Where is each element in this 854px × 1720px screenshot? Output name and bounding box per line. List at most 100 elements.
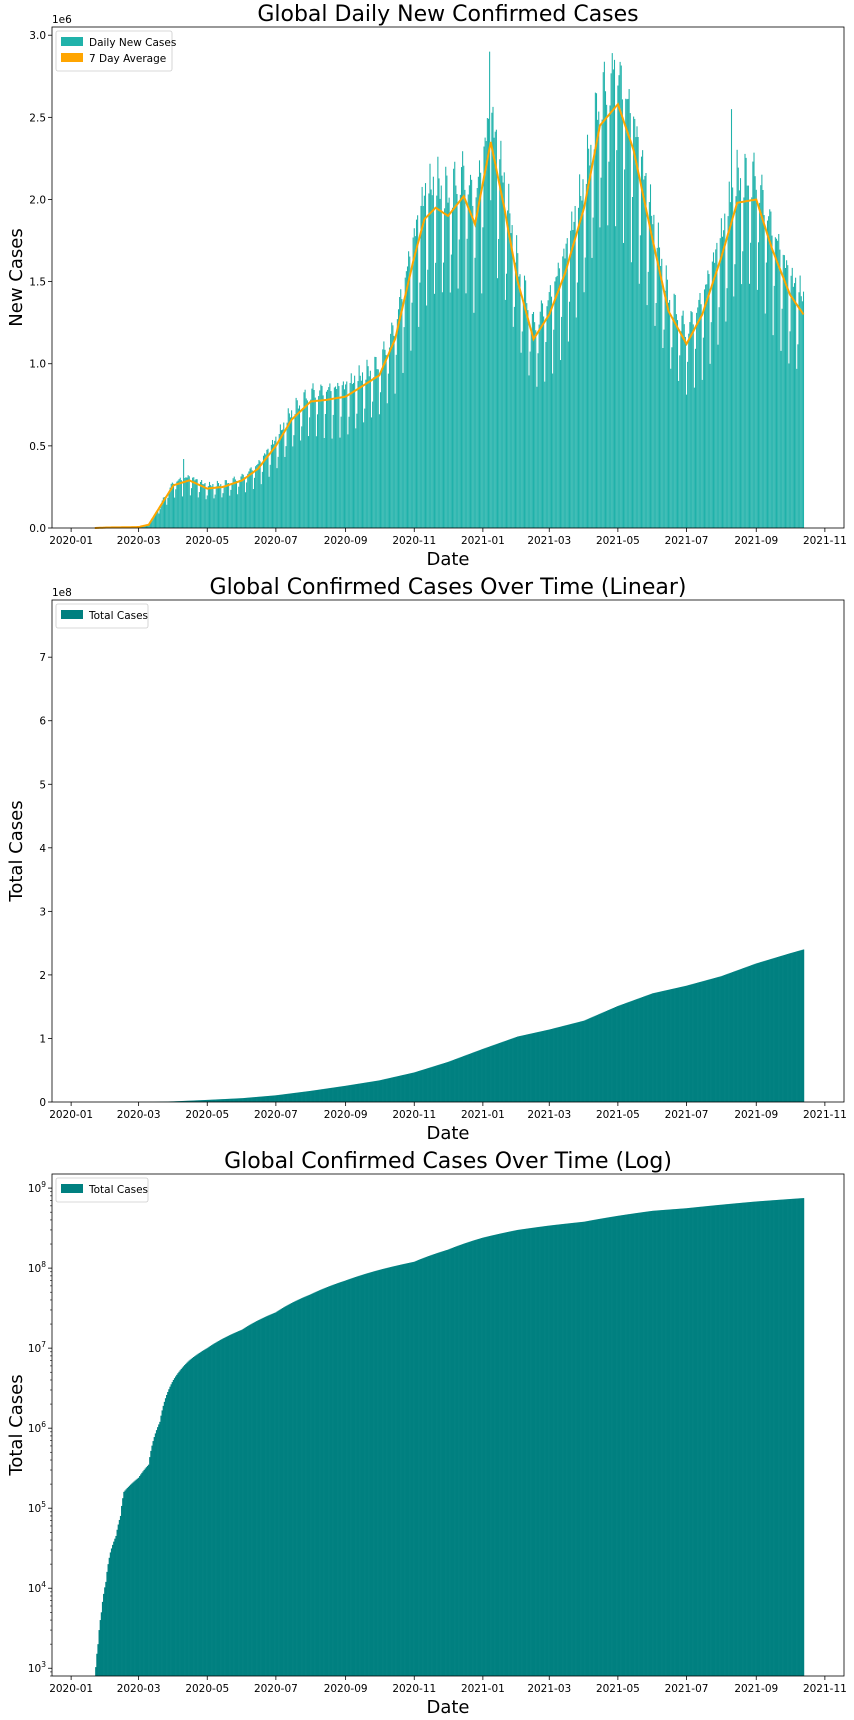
bar <box>535 1227 537 1676</box>
bar <box>99 1620 102 1676</box>
bar <box>780 956 782 1102</box>
bar <box>147 524 149 528</box>
bar <box>285 446 287 528</box>
bar <box>707 270 709 528</box>
bar <box>701 1206 703 1676</box>
bar <box>687 361 689 528</box>
bar <box>702 1206 705 1676</box>
bar <box>238 1098 240 1102</box>
bar <box>431 195 433 528</box>
y-tick-label: 2 <box>39 970 46 982</box>
bar <box>764 960 766 1102</box>
bar <box>461 1244 464 1676</box>
bar <box>251 1097 253 1102</box>
bar <box>473 1052 475 1102</box>
bar <box>378 1269 381 1676</box>
bar <box>534 322 536 528</box>
bar <box>157 509 159 528</box>
bar <box>512 1038 514 1102</box>
bar <box>549 1225 552 1676</box>
bar <box>218 1099 221 1102</box>
bar <box>670 368 672 528</box>
bar <box>662 991 664 1102</box>
bar <box>270 444 272 528</box>
bar <box>497 1043 500 1102</box>
bar <box>198 1353 201 1676</box>
bar <box>275 436 277 528</box>
bar <box>494 1044 496 1102</box>
bar <box>798 1198 800 1676</box>
bar <box>445 1062 447 1102</box>
bar <box>616 1006 618 1102</box>
bar <box>204 483 206 528</box>
bar <box>296 1300 298 1676</box>
bar <box>352 382 355 528</box>
bar <box>655 1210 657 1676</box>
bar <box>562 1026 564 1102</box>
bar <box>188 1360 190 1676</box>
bar <box>681 986 683 1102</box>
bar <box>635 999 637 1102</box>
bar <box>199 1352 202 1676</box>
bar <box>251 1323 253 1676</box>
bar <box>214 1099 216 1102</box>
bar <box>283 1094 285 1102</box>
chart-title: Global Daily New Confirmed Cases <box>257 2 638 27</box>
bar <box>799 275 801 528</box>
bar <box>774 957 777 1102</box>
bar <box>195 479 197 528</box>
bar <box>262 455 265 528</box>
bar <box>231 1098 233 1102</box>
bar <box>305 398 307 528</box>
bar <box>368 1272 370 1676</box>
bar <box>581 1221 583 1676</box>
bar <box>528 1034 530 1102</box>
bar <box>739 178 742 528</box>
bar <box>351 1084 354 1102</box>
bar <box>330 391 332 528</box>
bar <box>789 953 791 1102</box>
bar <box>604 1011 607 1102</box>
bar <box>662 1210 664 1676</box>
bar <box>104 1587 106 1676</box>
bar <box>650 1210 653 1676</box>
bar <box>161 500 163 528</box>
bar <box>586 1019 589 1102</box>
bar <box>559 360 562 528</box>
bar <box>505 1232 508 1676</box>
bar <box>629 113 631 528</box>
y-tick-label: 108 <box>28 1260 46 1275</box>
bar <box>674 294 676 528</box>
bar <box>469 1241 472 1676</box>
bar <box>212 1099 214 1102</box>
bar <box>340 416 342 528</box>
bar <box>754 963 756 1102</box>
bar <box>613 1216 616 1676</box>
bar <box>283 422 285 528</box>
bar <box>268 1095 270 1102</box>
bar <box>197 1100 199 1102</box>
bar <box>280 1094 283 1102</box>
bar <box>776 1199 779 1676</box>
bar <box>214 494 216 528</box>
bar <box>118 1519 121 1676</box>
bar <box>228 483 230 528</box>
x-tick-label: 2020-11 <box>392 1109 436 1121</box>
bar <box>423 1257 426 1676</box>
bar <box>308 1294 311 1676</box>
bar <box>274 440 276 528</box>
bar <box>266 449 268 528</box>
bar <box>295 1300 297 1676</box>
bar <box>445 166 447 528</box>
bar <box>369 370 371 528</box>
bar <box>234 479 236 528</box>
bar <box>141 1472 143 1676</box>
bar <box>776 957 779 1102</box>
bar <box>641 1212 644 1676</box>
bar <box>245 1097 248 1102</box>
bar <box>144 525 146 528</box>
bar <box>202 484 204 528</box>
bar <box>600 1218 602 1676</box>
bar <box>558 268 560 528</box>
bar <box>465 293 467 528</box>
